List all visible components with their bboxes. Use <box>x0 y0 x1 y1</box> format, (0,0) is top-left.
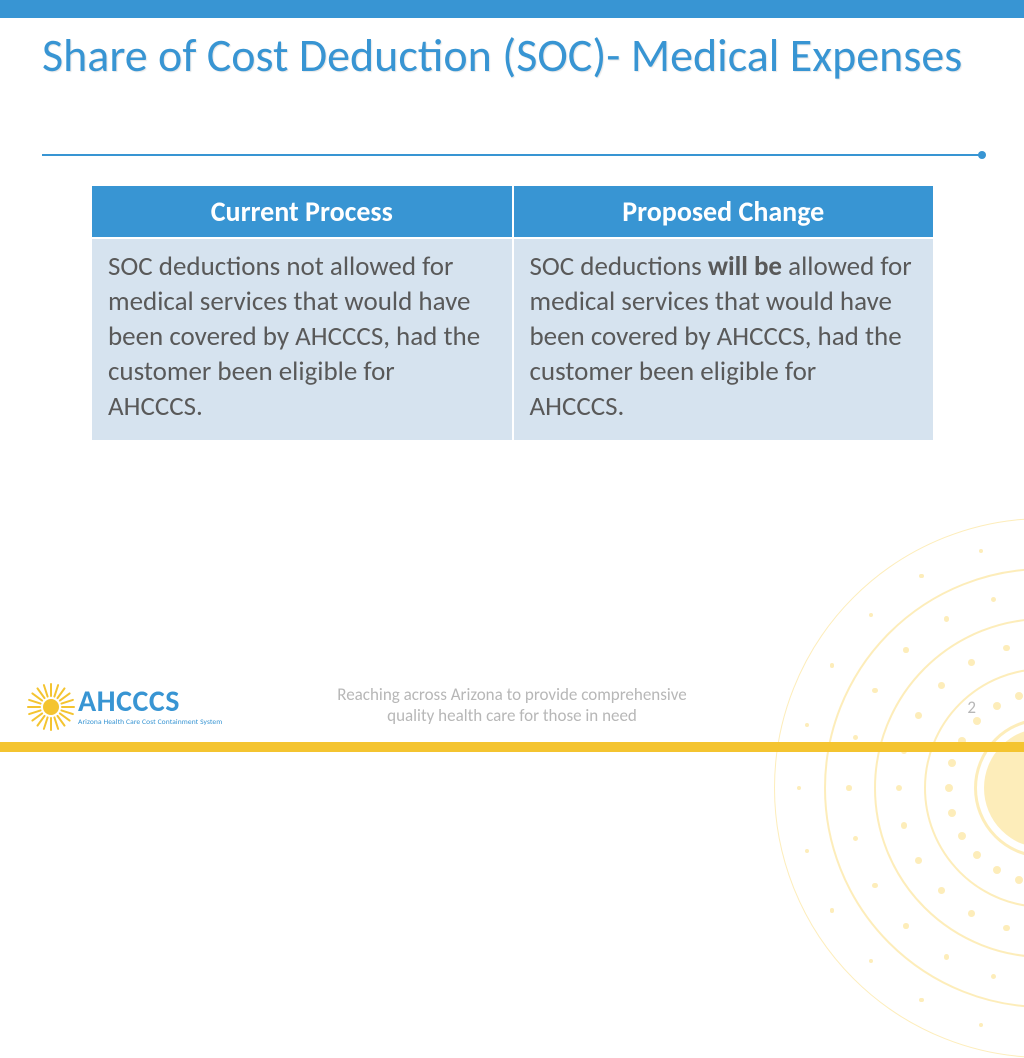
col-header-proposed: Proposed Change <box>513 185 935 238</box>
cell-current: SOC deductions not allowed for medical s… <box>91 238 513 441</box>
sunburst-dot <box>830 663 834 667</box>
sunburst-dot <box>872 883 877 888</box>
sunburst-dot <box>1003 645 1010 652</box>
tagline-line1: Reaching across Arizona to provide compr… <box>337 684 686 705</box>
sunburst-dot <box>846 785 851 790</box>
sunburst-dot <box>968 659 975 666</box>
sunburst-dot <box>797 786 801 790</box>
sunburst-dot <box>830 908 834 912</box>
sunburst-dot <box>919 574 923 578</box>
sunburst-dot <box>958 832 966 840</box>
sunburst-dot <box>945 784 953 792</box>
sunburst-dot <box>805 849 809 853</box>
sunburst-dot <box>869 613 873 617</box>
sunburst-arc <box>974 718 1024 858</box>
top-accent-bar <box>0 0 1024 18</box>
sunburst-dot <box>944 954 949 959</box>
page-number: 2 <box>967 697 976 718</box>
proposed-prefix: SOC deductions <box>530 250 708 283</box>
sunburst-dot <box>938 887 945 894</box>
sunburst-dot <box>901 822 908 829</box>
sunburst-dot <box>853 735 858 740</box>
sunburst-arc <box>824 568 1024 1008</box>
sunburst-dot <box>1015 876 1023 884</box>
table-row: SOC deductions not allowed for medical s… <box>91 238 934 441</box>
sunburst-arc <box>874 618 1024 958</box>
sunburst-dot <box>853 836 858 841</box>
sunburst-dot <box>979 1023 983 1027</box>
sunburst-decoration <box>724 468 1024 888</box>
cell-proposed: SOC deductions will be allowed for medic… <box>513 238 935 441</box>
tagline-line2: quality health care for those in need <box>387 705 637 726</box>
sunburst-dot <box>896 785 903 792</box>
sunburst-dot <box>991 974 996 979</box>
sunburst-dot <box>979 549 983 553</box>
sunburst-dot <box>948 809 956 817</box>
sunburst-dot <box>991 597 996 602</box>
table-header-row: Current Process Proposed Change <box>91 185 934 238</box>
page-title: Share of Cost Deduction (SOC)- Medical E… <box>42 30 982 83</box>
sunburst-dot <box>915 857 922 864</box>
title-underline <box>42 154 982 156</box>
proposed-bold: will be <box>708 250 782 283</box>
sunburst-dot <box>948 759 956 767</box>
sunburst-dot <box>973 851 981 859</box>
sunburst-dot <box>993 866 1001 874</box>
bottom-gold-bar <box>0 742 1024 752</box>
sunburst-dot <box>968 910 975 917</box>
sunburst-dot <box>1003 925 1010 932</box>
footer-tagline: Reaching across Arizona to provide compr… <box>0 684 1024 727</box>
comparison-table: Current Process Proposed Change SOC dedu… <box>90 184 935 442</box>
sunburst-dot <box>903 647 908 652</box>
sunburst-dot <box>944 616 949 621</box>
sunburst-arc <box>774 518 1024 1058</box>
sunburst-dot <box>869 959 873 963</box>
sunburst-dot <box>919 998 923 1002</box>
sunburst-dot <box>903 923 908 928</box>
col-header-current: Current Process <box>91 185 513 238</box>
